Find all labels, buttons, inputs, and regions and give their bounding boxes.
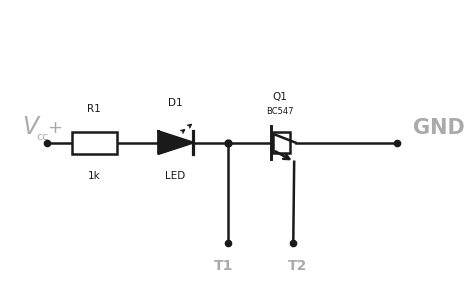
Text: BC547: BC547 bbox=[266, 107, 293, 116]
Bar bbox=[72, 132, 117, 154]
Text: T2: T2 bbox=[288, 259, 308, 273]
Text: Q1: Q1 bbox=[272, 92, 287, 102]
Text: LED: LED bbox=[165, 171, 186, 181]
Text: cc: cc bbox=[36, 132, 49, 142]
Text: 1k: 1k bbox=[88, 171, 100, 181]
Text: +: + bbox=[47, 119, 63, 137]
Text: GND: GND bbox=[413, 118, 465, 138]
Text: R1: R1 bbox=[87, 104, 101, 114]
Bar bbox=[273, 132, 290, 153]
Text: D1: D1 bbox=[168, 98, 183, 108]
Text: $V$: $V$ bbox=[22, 116, 41, 139]
Polygon shape bbox=[158, 132, 193, 154]
Text: T1: T1 bbox=[213, 259, 233, 273]
